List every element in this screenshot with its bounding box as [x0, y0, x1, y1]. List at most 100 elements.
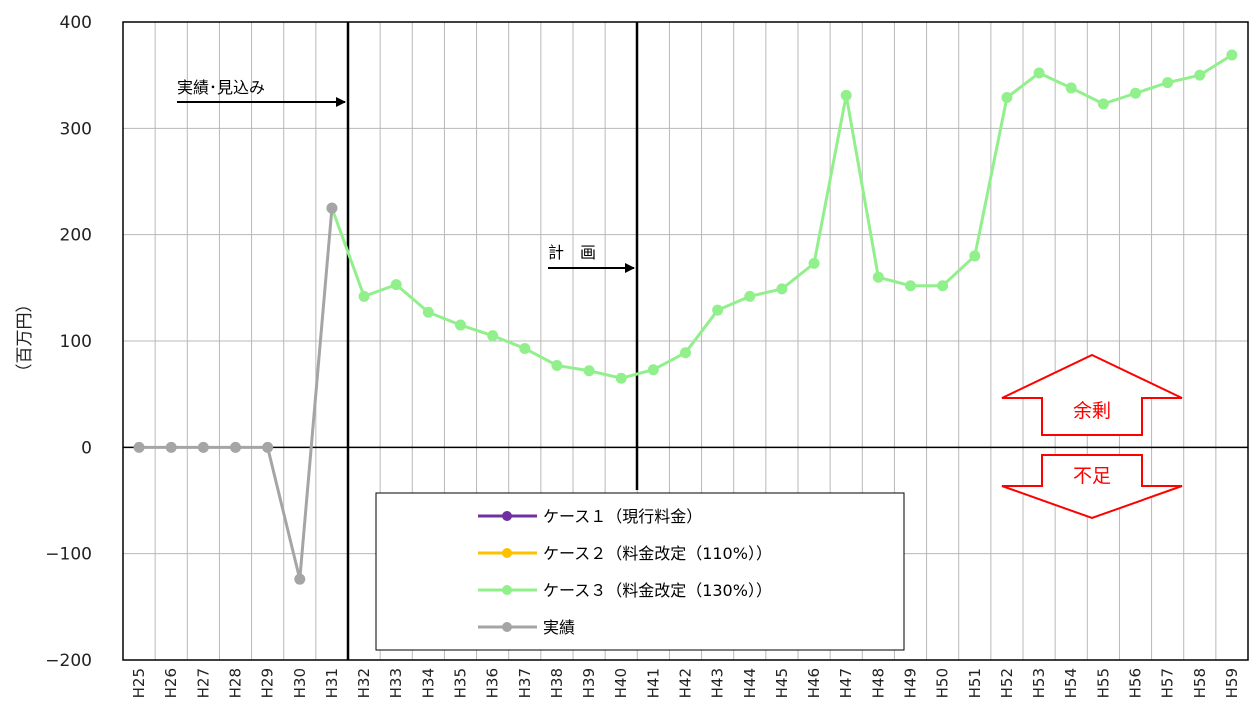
- x-tick-label: H59: [1223, 668, 1241, 698]
- x-tick-label: H51: [966, 668, 984, 698]
- x-tick-label: H44: [741, 668, 759, 698]
- data-point: [551, 359, 563, 371]
- x-tick-label: H33: [387, 668, 405, 698]
- x-tick-label: H30: [291, 668, 309, 698]
- legend-swatch-marker: [502, 585, 512, 595]
- legend-label: ケース１（現行料金）: [543, 507, 702, 526]
- data-point: [1162, 77, 1174, 89]
- x-tick-label: H47: [837, 668, 855, 698]
- series-lines: [133, 49, 1238, 585]
- x-tick-label: H31: [323, 668, 341, 698]
- x-tick-label: H42: [677, 668, 695, 698]
- data-point: [422, 306, 434, 318]
- surplus-arrow: 余剰: [1001, 353, 1183, 436]
- legend-box: [375, 492, 905, 651]
- data-point: [840, 89, 852, 101]
- x-tick-label: H37: [516, 668, 534, 698]
- data-point: [1033, 67, 1045, 79]
- data-point: [937, 280, 949, 292]
- data-point: [165, 441, 177, 453]
- x-tick-label: H40: [612, 668, 630, 698]
- data-point: [776, 283, 788, 295]
- data-point: [133, 441, 145, 453]
- x-tick-label: H34: [419, 668, 437, 698]
- legend-label: ケース３（料金改定（130%））: [543, 581, 772, 600]
- data-point: [1226, 49, 1238, 61]
- series-3: [326, 49, 1238, 384]
- x-tick-label: H54: [1062, 668, 1080, 698]
- data-point: [680, 347, 691, 359]
- x-tick-label: H53: [1030, 668, 1048, 698]
- data-point: [519, 342, 531, 354]
- x-tick-label: H45: [773, 668, 791, 698]
- actual-period-label: 実績･見込み: [177, 78, 265, 97]
- data-point: [197, 441, 209, 453]
- x-tick-label: H38: [548, 668, 566, 698]
- data-point: [326, 202, 338, 214]
- data-point: [1130, 87, 1141, 99]
- legend: ケース１（現行料金） ケース２（料金改定（110%）） ケース３（料金改定（130%…: [375, 492, 905, 651]
- data-point: [905, 280, 916, 292]
- x-tick-label: H27: [194, 668, 212, 698]
- legend-swatch-marker: [502, 548, 512, 558]
- y-tick-label: 0: [81, 438, 92, 458]
- plan-period-label: 計 画: [548, 243, 596, 262]
- legend-items: ケース１（現行料金） ケース２（料金改定（110%）） ケース３（料金改定（130%…: [478, 507, 772, 637]
- legend-swatch-marker: [502, 622, 512, 632]
- data-point: [455, 319, 466, 331]
- surplus-label: 余剰: [1073, 400, 1111, 422]
- legend-label: 実績: [543, 618, 575, 637]
- data-point: [262, 441, 274, 453]
- x-tick-label: H39: [580, 668, 598, 698]
- x-tick-label: H48: [869, 668, 887, 698]
- x-tick-label: H57: [1159, 668, 1177, 698]
- series-line: [139, 207, 334, 581]
- x-tick-label: H49: [902, 668, 920, 698]
- series-4: [133, 202, 338, 585]
- data-point: [808, 257, 820, 269]
- data-point: [1097, 98, 1109, 110]
- x-tick-label: H32: [355, 668, 373, 698]
- y-axis-label: （百万円）: [15, 296, 35, 381]
- x-axis-tick-labels: H25 H26 H27 H28 H29 H30 H31 H32 H33 H34 H35 H36 H37 H…: [130, 668, 1241, 698]
- y-tick-label: −200: [45, 651, 92, 671]
- x-tick-label: H29: [259, 668, 277, 698]
- plot-area-border: [122, 21, 1249, 661]
- data-point: [647, 364, 659, 376]
- data-point: [294, 573, 306, 585]
- y-axis-tick-labels: 400 300 200 100 0 −100 −200: [45, 13, 92, 671]
- series-line: [330, 53, 1233, 380]
- y-tick-label: 400: [60, 13, 92, 33]
- x-tick-label: H46: [805, 668, 823, 698]
- data-point: [230, 441, 241, 453]
- y-tick-label: 100: [60, 332, 92, 352]
- x-tick-label: H58: [1191, 668, 1209, 698]
- x-tick-label: H56: [1127, 668, 1145, 698]
- x-tick-label: H28: [227, 668, 245, 698]
- data-point: [1001, 91, 1013, 103]
- x-tick-label: H43: [709, 668, 727, 698]
- data-point: [712, 304, 724, 316]
- data-point: [1065, 82, 1077, 94]
- x-tick-label: H25: [130, 668, 148, 698]
- x-tick-label: H50: [934, 668, 952, 698]
- legend-label: ケース２（料金改定（110%））: [543, 544, 772, 563]
- shortage-label: 不足: [1073, 465, 1111, 487]
- data-point: [390, 279, 402, 291]
- data-point: [969, 250, 981, 262]
- x-tick-label: H35: [452, 668, 470, 698]
- data-point: [358, 290, 370, 302]
- x-tick-label: H41: [644, 668, 662, 698]
- data-point: [583, 365, 595, 377]
- data-point: [872, 271, 884, 283]
- legend-swatch-marker: [502, 511, 512, 521]
- data-point: [615, 372, 627, 384]
- x-tick-label: H52: [998, 668, 1016, 698]
- data-point: [744, 290, 756, 302]
- y-tick-label: 300: [60, 119, 92, 139]
- x-tick-label: H36: [484, 668, 502, 698]
- x-tick-label: H55: [1094, 668, 1112, 698]
- data-point: [487, 330, 499, 342]
- y-tick-label: −100: [45, 545, 92, 565]
